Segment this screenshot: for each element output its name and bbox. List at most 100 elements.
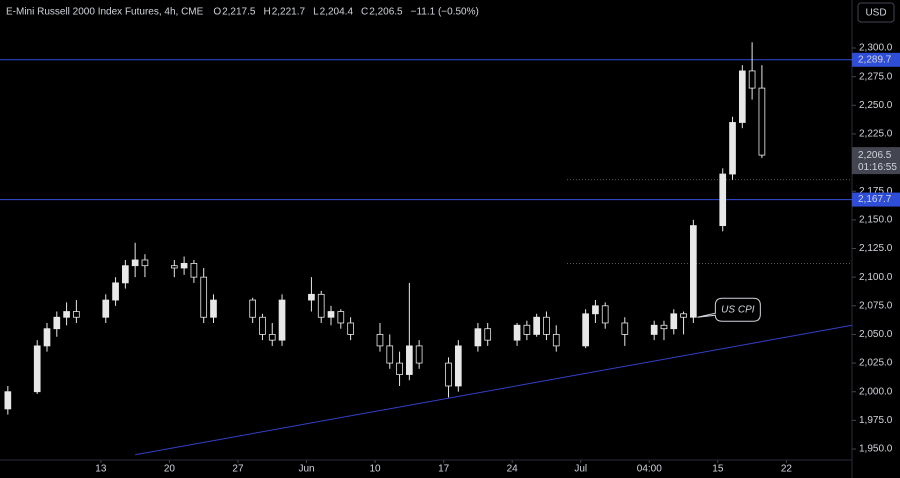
x-tick-label: 04:00 — [637, 464, 662, 475]
y-tick-label: 2,300.0 — [859, 43, 893, 54]
current-price-box — [852, 147, 900, 175]
candle-body — [131, 259, 139, 267]
candle-body — [454, 345, 462, 387]
price-label-box — [852, 52, 900, 67]
candle-body — [347, 322, 354, 335]
y-tick-label: 2,250.0 — [859, 100, 893, 111]
x-tick-label: 15 — [712, 464, 724, 475]
candle-body — [337, 311, 345, 324]
candle-body — [445, 362, 452, 387]
price-label: 2,167.7 — [858, 194, 892, 205]
candle-body — [122, 265, 129, 284]
candle-body — [386, 345, 394, 364]
candle-body — [543, 316, 550, 335]
x-tick-label: 17 — [438, 464, 450, 475]
y-tick-label: 2,075.0 — [859, 300, 893, 311]
y-tick-label: 2,050.0 — [859, 329, 893, 340]
candle-body — [170, 265, 178, 269]
candle-body — [523, 324, 531, 335]
candle-body — [621, 322, 629, 335]
candle-body — [406, 345, 413, 375]
ohlc-key: H — [263, 7, 270, 18]
candle-body — [533, 316, 540, 335]
ohlc-key: C — [361, 7, 368, 18]
candle-body — [738, 70, 746, 123]
candle-body — [200, 276, 208, 318]
candle-body — [748, 70, 756, 89]
candle-body — [259, 316, 266, 335]
candle-body — [317, 293, 325, 318]
candle-body — [680, 313, 687, 318]
x-tick-label: 24 — [507, 464, 519, 475]
candle-body — [327, 311, 335, 318]
x-tick-label: Jun — [298, 464, 314, 475]
candle-body — [112, 282, 119, 301]
x-tick-label: 20 — [164, 464, 176, 475]
candle-body — [268, 334, 276, 341]
y-tick-label: 1,975.0 — [859, 415, 893, 426]
x-tick-label: 27 — [232, 464, 244, 475]
candle-body — [670, 313, 678, 330]
callout — [697, 297, 761, 322]
ohlc-key: L — [313, 7, 319, 18]
y-tick-label: 2,025.0 — [859, 358, 893, 369]
candle-body — [53, 316, 61, 330]
countdown: 01:16:55 — [858, 162, 897, 173]
trendline — [135, 324, 853, 456]
y-tick-label: 2,100.0 — [859, 272, 893, 283]
candle-body — [729, 122, 736, 175]
y-tick-label: 2,225.0 — [859, 129, 893, 140]
chart-title: E-Mini Russell 2000 Index Futures, 4h, C… — [6, 7, 204, 18]
plot-area — [0, 42, 853, 456]
price-label-box — [852, 192, 900, 207]
candle-body — [190, 262, 198, 278]
y-tick-label: 2,125.0 — [859, 243, 893, 254]
candle-body — [4, 391, 12, 410]
candle-body — [513, 324, 521, 341]
candle-body — [484, 328, 492, 341]
y-tick-label: 1,950.0 — [859, 444, 893, 455]
x-tick-label: Jul — [574, 464, 587, 475]
candle-body — [308, 293, 315, 301]
candle-body — [758, 87, 766, 156]
candle-body — [415, 345, 423, 364]
candle-body — [474, 328, 482, 347]
x-tick-label: 10 — [370, 464, 382, 475]
candle-body — [102, 299, 110, 318]
current-price: 2,206.5 — [858, 150, 892, 161]
ohlc-value: 2,206.5 — [369, 7, 403, 18]
ohlc-key: O — [213, 7, 221, 18]
candle-body — [376, 334, 384, 347]
candle-body — [180, 262, 188, 269]
candle-body — [650, 324, 658, 335]
candle-body — [43, 328, 51, 347]
candle-body — [719, 173, 727, 226]
currency[interactable]: USD — [865, 8, 886, 19]
candle-body — [592, 305, 599, 315]
candle-body — [396, 362, 403, 375]
x-tick-label: 13 — [95, 464, 107, 475]
ohlc-value: 2,221.7 — [272, 7, 306, 18]
candle-body — [278, 299, 286, 341]
price-label: 2,289.7 — [858, 54, 892, 65]
candle-body — [582, 313, 589, 347]
y-tick-label: 2,000.0 — [859, 386, 893, 397]
candle-body — [210, 299, 217, 318]
candle-body — [249, 299, 256, 318]
x-tick-label: 22 — [781, 464, 793, 475]
candle-body — [33, 345, 41, 393]
candle-body — [73, 311, 80, 318]
candle-body — [552, 334, 560, 347]
ohlc-value: 2,204.4 — [320, 7, 354, 18]
annotation: US CPI — [721, 304, 755, 315]
ohlc-header: O 2,217.5 H 2,221.7 L 2,204.4 C 2,206.5 −11.1 (−… — [213, 7, 479, 18]
change: −11.1 (−0.50%) — [411, 7, 479, 18]
ohlc-value: 2,217.5 — [222, 7, 256, 18]
candle-body — [141, 259, 149, 267]
candle-body — [601, 305, 609, 324]
candle-body — [63, 311, 70, 318]
candle-body — [690, 225, 697, 318]
currency-box[interactable] — [857, 2, 895, 23]
candle-body — [660, 324, 668, 330]
